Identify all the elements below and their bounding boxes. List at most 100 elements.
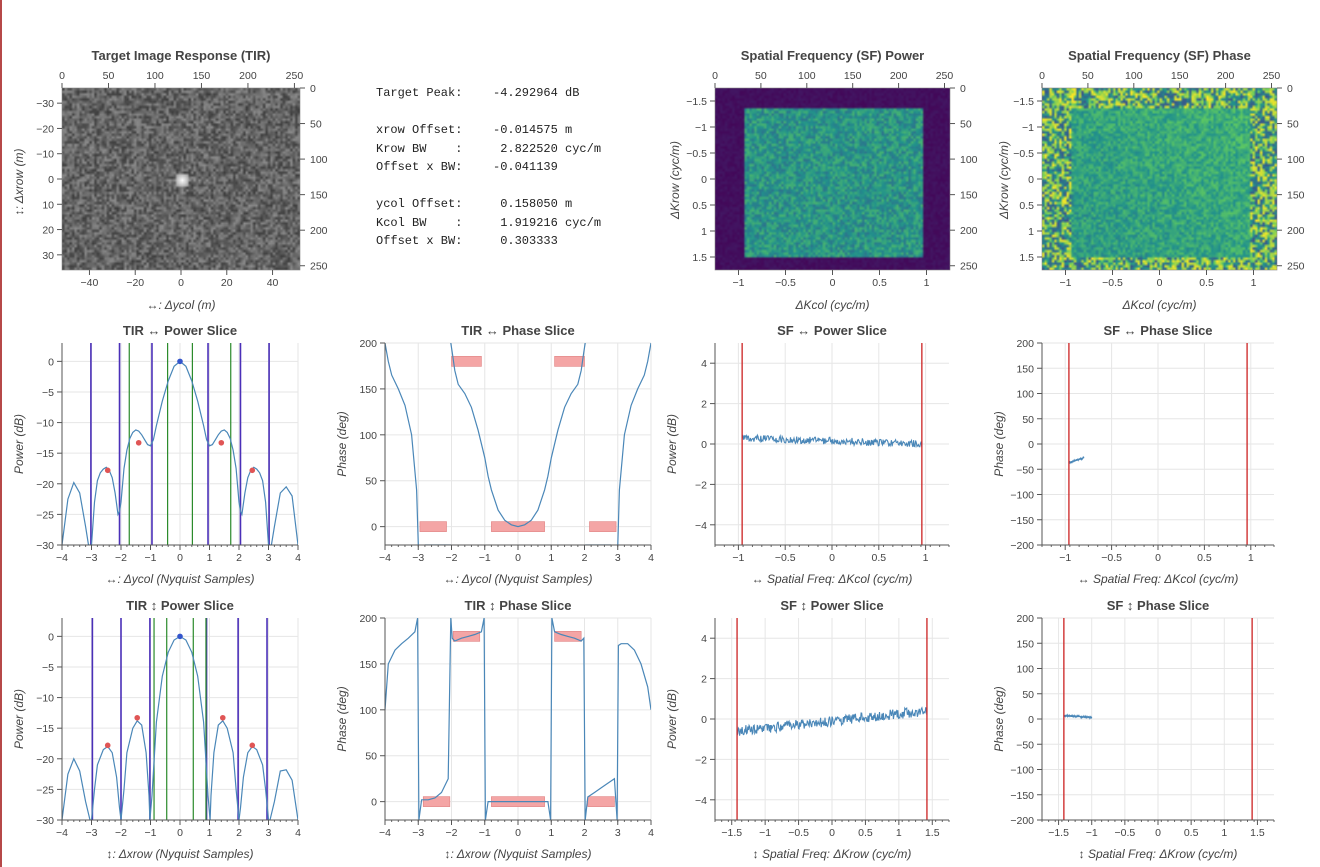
phase-box <box>589 521 617 532</box>
x-tick-label: 1 <box>924 277 930 289</box>
x-tick-label: 0.5 <box>872 277 887 289</box>
y-tick-label: −20 <box>36 123 54 135</box>
x-axis-label: ↔: Δycol (Nyquist Samples) <box>105 572 255 586</box>
right-tick-label: 250 <box>1287 261 1305 273</box>
sidelobe-marker <box>219 714 226 721</box>
sf-row-power-plot[interactable]: SF ↕ Power Slice ↕ Spatial Freq: ΔKrow (c… <box>660 594 990 867</box>
y-tick-label: 0 <box>1028 714 1034 726</box>
plot-canvas[interactable]: −4 −3 −2 −1 0 1 2 3 40−5−10−15−20−25−30 <box>0 594 330 867</box>
plot-canvas[interactable]: −1 −0.5 0 0.5 1 200 150 100 50 0 −50 −100 −150 −200 <box>990 319 1320 594</box>
top-tick-label: 250 <box>936 70 954 82</box>
phase-box <box>554 356 585 367</box>
y-tick-label: −0.5 <box>1013 148 1034 160</box>
x-tick-label: 0 <box>178 277 184 289</box>
x-axis-label: ΔKcol (cyc/m) <box>795 298 870 312</box>
top-tick-label: 50 <box>103 70 115 82</box>
sidelobe-marker <box>104 742 111 749</box>
right-tick-label: 100 <box>310 154 328 166</box>
sf-phase-image-plot[interactable]: Spatial Frequency (SF) Phase −1 −0.5 0 0.5 1… <box>990 44 1320 319</box>
x-tick-label: 1 <box>548 552 554 564</box>
top-tick-label: 150 <box>1171 70 1189 82</box>
y-tick-label: −50 <box>1016 739 1034 751</box>
top-tick-label: 250 <box>286 70 304 82</box>
right-tick-label: 150 <box>1287 190 1305 202</box>
plot-canvas[interactable]: −4 −3 −2 −1 0 1 2 3 4 0 50 100 150 200 <box>330 319 660 594</box>
plot-canvas[interactable]: −4 −3 −2 −1 0 1 2 3 4 0 50 100 150 200 <box>330 594 660 867</box>
info-label: Offset x BW: <box>376 160 463 174</box>
x-tick-label: 4 <box>295 827 301 839</box>
x-tick-label: −1 <box>479 552 491 564</box>
plot-canvas[interactable]: −1 −0.5 0 0.5 1 −1.5 −1 −0.5 0 0.5 1 1.5 0 50 100 150 20… <box>660 44 990 319</box>
y-tick-label: 1 <box>701 226 707 238</box>
phase-box <box>587 796 615 807</box>
y-tick-label: 200 <box>1016 338 1034 350</box>
y-tick-label: −15 <box>36 448 54 460</box>
tir-image-plot[interactable]: Target Image Response (TIR) −40 −20 0 20 40−… <box>0 44 330 319</box>
x-tick-label: −4 <box>379 827 391 839</box>
plot-area <box>1068 343 1248 545</box>
target-peak-row: Target Peak: -4.292964 dB <box>376 86 601 105</box>
tir-col-phase-plot[interactable]: TIR ↔ Phase Slice ↔: Δycol (Nyquist Sampl… <box>330 319 660 594</box>
plot-canvas[interactable]: −1.5 −1 −0.5 0 0.5 1 1.5 4 2 0 −2 −4 <box>660 594 990 867</box>
x-tick-label: −0.5 <box>1102 277 1123 289</box>
y-tick-label: 0 <box>1028 174 1034 186</box>
x-axis-label: ΔKcol (cyc/m) <box>1122 298 1197 312</box>
x-tick-label: 4 <box>648 552 654 564</box>
sidelobe-marker <box>104 467 111 474</box>
plot-canvas[interactable]: −1 −0.5 0 0.5 1 −1.5 −1 −0.5 0 0.5 1 1.5 0 50 100 150 20… <box>990 44 1320 319</box>
sf-col-power-plot[interactable]: SF ↔ Power Slice ↔ Spatial Freq: ΔKcol (c… <box>660 319 990 594</box>
right-tick-label: 0 <box>1287 83 1293 95</box>
tir-col-power-plot[interactable]: TIR ↔ Power Slice ↔: Δycol (Nyquist Sampl… <box>0 319 330 594</box>
info-value: -0.041139 <box>493 160 558 174</box>
sidelobe-marker <box>134 714 141 721</box>
info-label: Krow BW : <box>376 141 463 156</box>
row-offset-x-bw-row: Offset x BW: -0.041139 <box>376 160 601 179</box>
y-tick-label: 4 <box>701 633 707 645</box>
info-value: 2.822520 cyc/m <box>493 141 602 156</box>
y-tick-label: 100 <box>1016 664 1034 676</box>
x-axis-label: ↕ Spatial Freq: ΔKrow (cyc/m) <box>752 847 912 861</box>
x-tick-label: 0 <box>829 827 835 839</box>
y-tick-label: −1 <box>695 122 707 134</box>
sf-col-phase-plot[interactable]: SF ↔ Phase Slice ↔ Spatial Freq: ΔKcol (c… <box>990 319 1320 594</box>
sf-power-image-plot[interactable]: Spatial Frequency (SF) Power −1 −0.5 0 0.5 1… <box>660 44 990 319</box>
plot-title: Target Image Response (TIR) <box>91 48 271 63</box>
y-tick-label: 0 <box>48 631 54 643</box>
y-tick-label: 10 <box>42 199 54 211</box>
sidelobe-marker <box>218 439 225 446</box>
x-tick-label: −1.5 <box>721 827 742 839</box>
right-tick-label: 200 <box>1287 225 1305 237</box>
sf-row-phase-plot[interactable]: SF ↕ Phase Slice ↕ Spatial Freq: ΔKrow (c… <box>990 594 1320 867</box>
right-tick-label: 200 <box>310 225 328 237</box>
plot-canvas[interactable]: −1 −0.5 0 0.5 1 4 2 0 −2 −4 <box>660 319 990 594</box>
x-tick-label: 40 <box>267 277 279 289</box>
y-tick-label: −150 <box>1010 515 1034 527</box>
x-tick-label: 1 <box>1251 277 1257 289</box>
y-tick-label: 150 <box>359 659 377 671</box>
x-tick-label: −4 <box>379 552 391 564</box>
y-tick-label: 1 <box>1028 226 1034 238</box>
y-tick-label: −5 <box>42 662 54 674</box>
plot-canvas[interactable]: −4 −3 −2 −1 0 1 2 3 40−5−10−15−20−25−30 <box>0 319 330 594</box>
plot-canvas[interactable]: −40 −20 0 20 40 −30 −20 −10 0 10 20 30 0 50 100 150 200 2… <box>0 44 330 319</box>
info-panel: Target Peak: -4.292964 dB xrow Offset: -0.… <box>376 86 601 253</box>
x-tick-label: 1 <box>207 552 213 564</box>
top-tick-label: 0 <box>712 70 718 82</box>
plot-canvas[interactable]: −1.5 −1 −0.5 0 0.5 1 1.5 200 150 100 50 0 −50 −100 −15… <box>990 594 1320 867</box>
right-tick-label: 50 <box>310 119 322 131</box>
y-tick-label: 100 <box>1016 389 1034 401</box>
y-tick-label: −20 <box>36 479 54 491</box>
tir-row-phase-plot[interactable]: TIR ↕ Phase Slice ↕: Δxrow (Nyquist Sampl… <box>330 594 660 867</box>
x-tick-label: 0.5 <box>1184 827 1199 839</box>
y-tick-label: 0 <box>701 439 707 451</box>
x-tick-label: 0 <box>1155 827 1161 839</box>
right-tick-label: 50 <box>1287 119 1299 131</box>
tir-row-power-plot[interactable]: TIR ↕ Power Slice ↕: Δxrow (Nyquist Sampl… <box>0 594 330 867</box>
x-tick-label: −2 <box>446 552 458 564</box>
y-tick-label: −2 <box>695 754 707 766</box>
x-tick-label: −1 <box>145 827 157 839</box>
plot-area <box>741 343 923 545</box>
y-tick-label: 20 <box>42 225 54 237</box>
x-axis-label: ↔ Spatial Freq: ΔKcol (cyc/m) <box>1077 572 1239 586</box>
info-value: 1.919216 cyc/m <box>493 215 602 230</box>
